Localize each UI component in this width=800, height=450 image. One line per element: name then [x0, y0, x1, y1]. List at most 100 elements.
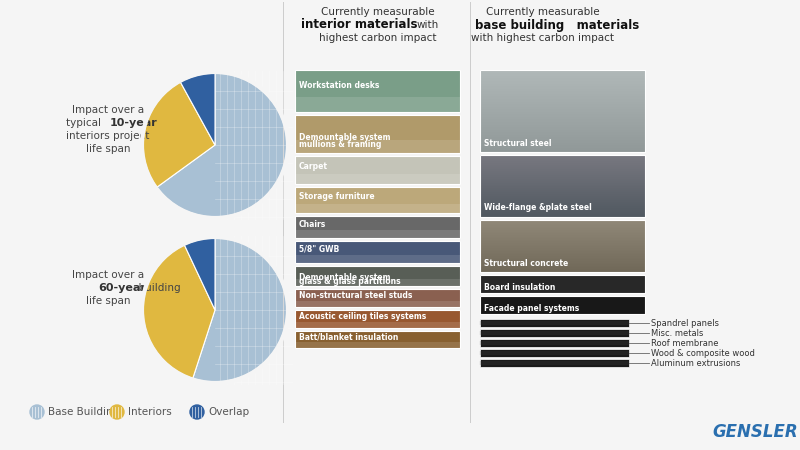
Bar	[480, 235, 645, 237]
Bar	[480, 297, 645, 299]
Bar	[480, 125, 645, 126]
Wedge shape	[143, 82, 215, 187]
Text: Storage furniture: Storage furniture	[299, 193, 374, 202]
Bar	[295, 310, 460, 328]
Bar	[480, 266, 645, 267]
Text: with highest carbon impact: with highest carbon impact	[471, 33, 614, 43]
Text: with: with	[416, 20, 438, 30]
Bar	[480, 87, 645, 89]
Bar	[480, 303, 645, 305]
Bar	[480, 270, 645, 272]
Bar	[480, 276, 645, 278]
Bar	[480, 203, 645, 205]
Bar	[480, 158, 645, 159]
Bar	[480, 215, 645, 216]
Text: Overlap: Overlap	[208, 407, 249, 417]
Bar	[480, 201, 645, 202]
Bar	[480, 75, 645, 76]
Text: Impact over a: Impact over a	[72, 270, 144, 280]
Bar	[480, 171, 645, 173]
Bar	[480, 202, 645, 204]
Bar	[480, 189, 645, 191]
Bar	[480, 275, 645, 293]
Bar	[480, 349, 629, 357]
Text: Demountable system: Demountable system	[299, 273, 390, 282]
Bar	[480, 292, 645, 293]
Bar	[480, 307, 645, 309]
Bar	[480, 248, 645, 249]
Bar	[480, 309, 645, 310]
Bar	[480, 244, 645, 246]
Text: Wide-flange &plate steel: Wide-flange &plate steel	[484, 203, 592, 212]
Bar	[480, 102, 645, 103]
Bar	[480, 329, 629, 337]
Bar	[480, 149, 645, 151]
Bar	[480, 69, 645, 71]
Bar	[480, 222, 645, 224]
Bar	[480, 138, 645, 139]
Bar	[480, 243, 645, 244]
Bar	[480, 114, 645, 116]
Bar	[480, 221, 645, 223]
Bar	[480, 192, 645, 193]
Bar	[295, 301, 460, 307]
Bar	[480, 284, 645, 286]
Bar	[480, 144, 645, 146]
Bar	[480, 282, 645, 283]
Bar	[480, 269, 645, 270]
Text: mullions & framing: mullions & framing	[299, 140, 382, 149]
Bar	[480, 319, 629, 327]
Bar	[480, 148, 645, 150]
Text: Interiors: Interiors	[128, 407, 172, 417]
Bar	[480, 240, 645, 242]
Bar	[480, 247, 645, 248]
Bar	[480, 107, 645, 108]
Bar	[480, 150, 645, 152]
Text: Spandrel panels: Spandrel panels	[651, 319, 719, 328]
Text: GENSLER: GENSLER	[712, 423, 798, 441]
Bar	[480, 185, 645, 187]
Bar	[480, 312, 645, 314]
Bar	[480, 80, 645, 81]
Bar	[295, 140, 460, 153]
Bar	[480, 284, 645, 285]
Bar	[480, 260, 645, 261]
Bar	[480, 143, 645, 144]
Bar	[480, 154, 645, 156]
Bar	[480, 103, 645, 104]
Text: Currently measurable: Currently measurable	[486, 7, 599, 17]
Text: Workstation desks: Workstation desks	[299, 81, 379, 90]
Bar	[480, 91, 645, 93]
Bar	[295, 187, 460, 213]
Bar	[480, 252, 645, 253]
Bar	[480, 93, 645, 94]
Circle shape	[110, 405, 124, 419]
Bar	[480, 86, 645, 88]
Text: typical: typical	[66, 118, 108, 128]
Bar	[295, 322, 460, 328]
Text: Batt/blanket insulation: Batt/blanket insulation	[299, 333, 398, 342]
Bar	[480, 161, 645, 162]
Bar	[480, 130, 645, 131]
Bar	[480, 116, 645, 117]
Bar	[480, 297, 645, 298]
Bar	[480, 288, 645, 289]
Text: Chairs: Chairs	[299, 220, 326, 229]
Bar	[480, 306, 645, 308]
Bar	[480, 165, 645, 166]
Wedge shape	[143, 245, 215, 378]
Text: Roof membrane: Roof membrane	[651, 338, 718, 347]
Bar	[295, 331, 460, 348]
Bar	[480, 183, 645, 184]
Text: Structural steel: Structural steel	[484, 139, 551, 148]
Bar	[480, 188, 645, 189]
Bar	[480, 306, 645, 307]
Bar	[295, 204, 460, 213]
Bar	[480, 310, 645, 311]
Bar	[480, 261, 645, 263]
Bar	[480, 168, 645, 170]
Bar	[480, 126, 645, 127]
Bar	[480, 242, 645, 243]
Bar	[480, 212, 645, 214]
Bar	[295, 255, 460, 263]
